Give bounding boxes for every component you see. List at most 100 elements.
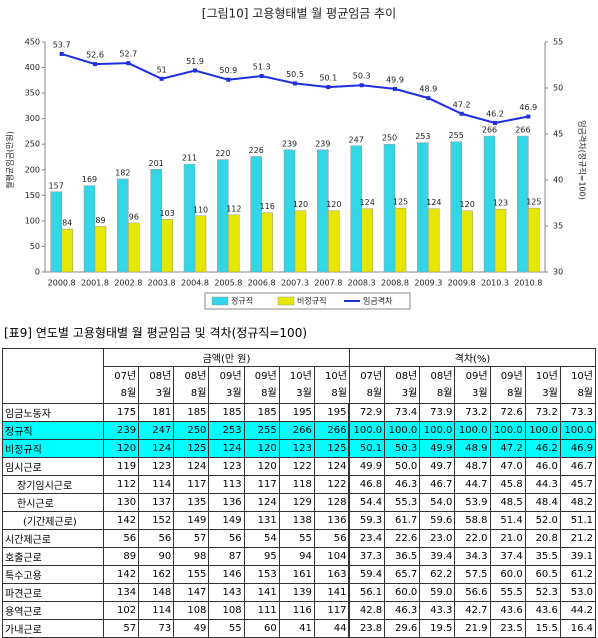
gap-cell: 21.9 — [454, 619, 491, 638]
row: (기간제근로) 142 152 149 149 131 138 136 59.3 61.7 59.6… — [2, 511, 597, 530]
row-label: 특수고용 — [2, 565, 104, 584]
gap-cell: 43.3 — [419, 601, 456, 620]
row: 파견근로 134 148 147 143 141 139 141 56.1 60.0 59.0 56.… — [2, 583, 597, 602]
gap-cell: 55.3 — [384, 493, 421, 512]
bar-value-label: 220 — [215, 149, 230, 158]
bar — [250, 156, 262, 273]
x-tick-label: 2000.8 — [48, 279, 76, 288]
bar-value-label: 116 — [260, 202, 275, 211]
amount-cell: 122 — [278, 457, 315, 476]
amount-cell: 131 — [243, 511, 280, 530]
row: 임금노동자 175 181 185 185 185 195 195 72.9 73.4 73.9 73… — [2, 403, 597, 422]
gap-cell: 100.0 — [489, 421, 526, 440]
amount-cell: 141 — [313, 583, 351, 602]
amount-cell: 111 — [243, 601, 280, 620]
line-marker — [293, 81, 297, 86]
bar-value-label: 266 — [482, 126, 497, 135]
amount-cell: 124 — [138, 439, 175, 458]
x-tick-label: 2004.8 — [181, 279, 209, 288]
y-tick-label: 300 — [25, 114, 40, 123]
gap-cell: 100.0 — [454, 421, 491, 440]
bar — [328, 210, 340, 273]
amount-cell: 175 — [102, 403, 140, 422]
column-header: 07년 8월 — [348, 366, 386, 404]
amount-cell: 108 — [208, 601, 245, 620]
legend-box — [204, 292, 411, 310]
legend-swatch — [277, 296, 295, 306]
amount-cell: 117 — [243, 475, 280, 494]
bar — [194, 215, 207, 273]
gap-cell: 23.0 — [419, 529, 456, 548]
gap-cell: 58.8 — [454, 511, 491, 530]
column-year: 08년 — [430, 371, 453, 382]
amount-cell: 123 — [138, 457, 175, 476]
amount-cell: 125 — [313, 439, 351, 458]
x-tick-label: 2005.8 — [214, 279, 242, 288]
line-marker — [459, 111, 464, 116]
amount-cell: 124 — [208, 439, 245, 458]
gap-cell: 100.0 — [524, 421, 561, 440]
y-tick-label: 0 — [35, 268, 40, 277]
gap-cell: 46.7 — [559, 457, 597, 476]
gap-cell: 22.6 — [384, 529, 421, 548]
gap-cell: 54.0 — [419, 493, 456, 512]
gap-cell: 48.9 — [454, 439, 491, 458]
column-header: 09년 8월 — [489, 366, 526, 404]
amount-cell: 44 — [313, 619, 351, 638]
bar — [294, 210, 307, 273]
bar — [161, 219, 173, 273]
gap-cell: 56.1 — [348, 583, 386, 602]
line-marker — [359, 83, 364, 88]
gap-cell: 44.3 — [524, 475, 561, 494]
y-tick-label: 350 — [25, 89, 40, 98]
row: 정규직 239 247 250 253 255 266 266 100.0 100.0 100.0 1… — [2, 421, 597, 440]
column-month: 3월 — [226, 388, 242, 399]
column-month: 8월 — [577, 388, 593, 399]
gap-cell: 59.0 — [419, 583, 456, 602]
gap-cell: 73.3 — [559, 403, 597, 422]
bar-value-label: 89 — [95, 216, 105, 225]
gap-cell: 42.7 — [454, 601, 491, 620]
gap-cell: 39.4 — [419, 547, 456, 566]
column-month: 3월 — [401, 388, 418, 399]
gap-cell: 54.4 — [348, 493, 386, 512]
gap-cell: 57.5 — [454, 565, 491, 584]
legend-label: 비정규직 — [297, 296, 326, 306]
amount-cell: 124 — [243, 493, 280, 512]
gap-cell: 46.2 — [524, 439, 561, 458]
amount-cell: 153 — [243, 565, 280, 584]
bar — [150, 169, 162, 273]
column-month: 3월 — [296, 388, 312, 399]
y-tick-label: 250 — [25, 140, 40, 149]
amount-cell: 138 — [278, 511, 315, 530]
bar — [361, 208, 373, 273]
bar-value-label: 103 — [160, 209, 175, 218]
amount-cell: 266 — [278, 421, 315, 440]
gap-cell: 36.5 — [384, 547, 421, 566]
bar — [461, 210, 473, 273]
amount-cell: 128 — [313, 493, 351, 512]
row-label: 비정규직 — [2, 439, 104, 458]
y-tick-label: 400 — [25, 63, 40, 72]
y2-tick-label: 45 — [553, 130, 563, 139]
gap-cell: 59.4 — [348, 565, 386, 584]
amount-cell: 41 — [278, 619, 315, 638]
amount-cell: 56 — [138, 529, 175, 548]
row: 가내근로 57 73 49 55 60 41 44 23.8 29.6 19.5 21.9 23.5 15… — [2, 619, 597, 638]
amount-cell: 250 — [173, 421, 210, 440]
bar-value-label: 124 — [360, 198, 375, 207]
amount-cell: 142 — [102, 511, 140, 530]
line-marker — [426, 96, 431, 101]
amount-cell: 136 — [208, 493, 245, 512]
bar-value-label: 96 — [129, 212, 139, 221]
gap-cell: 73.9 — [419, 403, 456, 422]
gap-cell: 15.5 — [524, 619, 561, 638]
bar-value-label: 112 — [226, 204, 241, 213]
gap-cell: 20.8 — [524, 529, 561, 548]
amount-cell: 129 — [278, 493, 315, 512]
x-tick-label: 2009.3 — [414, 279, 442, 288]
column-month: 8월 — [366, 388, 383, 399]
gap-cell: 23.4 — [348, 529, 386, 548]
amount-cell: 118 — [278, 475, 315, 494]
amount-cell: 239 — [102, 421, 140, 440]
